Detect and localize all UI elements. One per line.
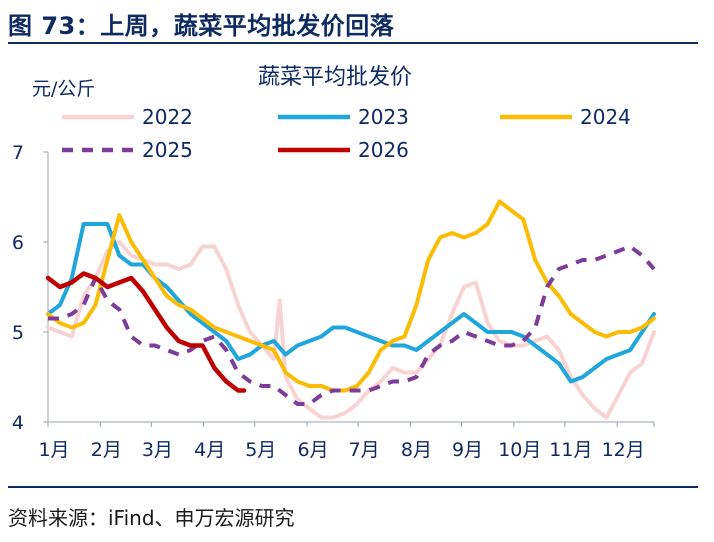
x-tick-label: 5月 — [245, 439, 276, 461]
x-tick-label: 11月 — [549, 439, 592, 461]
series-line-2026 — [45, 271, 247, 393]
header-rule — [8, 42, 698, 44]
x-tick-label: 8月 — [401, 439, 432, 461]
footer-rule — [8, 486, 698, 488]
x-tick-label: 10月 — [498, 439, 541, 461]
chart-title: 蔬菜平均批发价 — [258, 65, 412, 90]
x-tick-label: 6月 — [297, 439, 328, 461]
figure-title: 图 73：上周，蔬菜平均批发价回落 — [8, 12, 395, 40]
x-tick-label: 4月 — [194, 439, 225, 461]
y-axis-unit: 元/公斤 — [32, 78, 95, 100]
x-tick-label: 3月 — [142, 439, 173, 461]
series-line-2022 — [46, 240, 656, 420]
x-tick-label: 12月 — [602, 439, 645, 461]
y-tick-label: 6 — [12, 232, 24, 254]
y-tick-label: 4 — [12, 412, 24, 434]
legend-label-2024: 2024 — [580, 105, 631, 129]
legend-label-2026: 2026 — [358, 138, 409, 162]
x-tick-label: 7月 — [349, 439, 380, 461]
x-tick-label: 9月 — [452, 439, 483, 461]
legend-label-2022: 2022 — [142, 105, 193, 129]
y-tick-label: 7 — [12, 142, 24, 164]
series-line-2025 — [48, 244, 656, 406]
x-tick-label: 2月 — [91, 439, 122, 461]
series-line-2024 — [46, 199, 656, 393]
x-tick-label: 1月 — [38, 439, 69, 461]
source-note: 资料来源：iFind、申万宏源研究 — [8, 506, 295, 530]
legend-label-2025: 2025 — [142, 138, 193, 162]
y-tick-label: 5 — [12, 322, 24, 344]
legend-label-2023: 2023 — [358, 105, 409, 129]
